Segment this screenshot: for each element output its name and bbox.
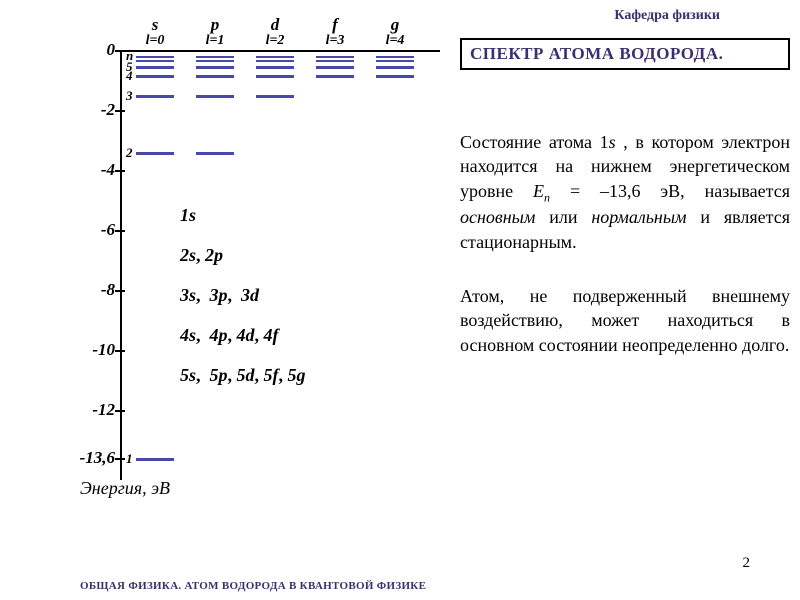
- orbital-letter: d: [255, 15, 295, 35]
- energy-level-line: [316, 66, 354, 69]
- energy-level-line: [136, 66, 174, 69]
- y-axis: [120, 50, 122, 480]
- energy-level-line: [256, 66, 294, 69]
- orbital-letter: f: [315, 15, 355, 35]
- state-list-1: 1s: [180, 205, 196, 226]
- state-list-2: 2s, 2p: [180, 245, 223, 266]
- body-text: Состояние атома 1s , в котором электрон …: [460, 130, 790, 387]
- orbital-letter: p: [195, 15, 235, 35]
- n-label: 3: [126, 88, 133, 104]
- energy-level-line: [196, 56, 234, 58]
- y-tick: [115, 350, 125, 352]
- orbital-letter: g: [375, 15, 415, 35]
- energy-level-line: [256, 95, 294, 98]
- energy-level-line: [196, 95, 234, 98]
- energy-level-line: [316, 75, 354, 78]
- energy-level-line: [136, 56, 174, 58]
- energy-level-chart: 0-2-4-6-8-10-12-13,6 sl=0pl=1dl=2fl=3gl=…: [60, 30, 440, 490]
- y-tick: [115, 458, 125, 460]
- n-label: 1: [126, 451, 133, 467]
- energy-level-line: [256, 75, 294, 78]
- energy-level-line: [376, 75, 414, 78]
- y-tick: [115, 230, 125, 232]
- energy-level-line: [136, 152, 174, 155]
- energy-level-line: [196, 66, 234, 69]
- y-tick: [115, 110, 125, 112]
- x-axis: [120, 50, 440, 52]
- l-value-label: l=4: [375, 33, 415, 49]
- energy-level-line: [316, 56, 354, 58]
- energy-level-line: [136, 95, 174, 98]
- n-label: 2: [126, 145, 133, 161]
- energy-level-line: [136, 75, 174, 78]
- y-tick: [115, 170, 125, 172]
- energy-level-line: [316, 60, 354, 62]
- energy-level-line: [136, 458, 174, 461]
- slide-title: СПЕКТР АТОМА ВОДОРОДА.: [470, 44, 723, 63]
- energy-level-line: [256, 56, 294, 58]
- l-value-label: l=2: [255, 33, 295, 49]
- paragraph-1: Состояние атома 1s , в котором электрон …: [460, 130, 790, 254]
- energy-level-line: [376, 66, 414, 69]
- title-box: СПЕКТР АТОМА ВОДОРОДА.: [460, 38, 790, 70]
- footer-text: ОБЩАЯ ФИЗИКА. АТОМ ВОДОРОДА В КВАНТОВОЙ …: [80, 580, 426, 592]
- axis-title: Энергия, эВ: [80, 478, 170, 499]
- energy-level-line: [136, 60, 174, 62]
- y-tick: [115, 410, 125, 412]
- y-tick: [115, 290, 125, 292]
- energy-level-line: [196, 152, 234, 155]
- department-label: Кафедра физики: [614, 8, 720, 24]
- energy-level-line: [376, 56, 414, 58]
- energy-level-line: [376, 60, 414, 62]
- paragraph-2: Атом, не подверженный внешнему воздейств…: [460, 284, 790, 357]
- state-list-5: 5s, 5p, 5d, 5f, 5g: [180, 365, 306, 386]
- l-value-label: l=1: [195, 33, 235, 49]
- energy-level-line: [256, 60, 294, 62]
- energy-level-line: [196, 60, 234, 62]
- state-list-3: 3s, 3p, 3d: [180, 285, 259, 306]
- y-tick: [115, 50, 125, 52]
- state-list-4: 4s, 4p, 4d, 4f: [180, 325, 279, 346]
- orbital-letter: s: [135, 15, 175, 35]
- l-value-label: l=3: [315, 33, 355, 49]
- l-value-label: l=0: [135, 33, 175, 49]
- energy-level-line: [196, 75, 234, 78]
- page-number: 2: [743, 555, 751, 572]
- n-label: 4: [126, 68, 133, 84]
